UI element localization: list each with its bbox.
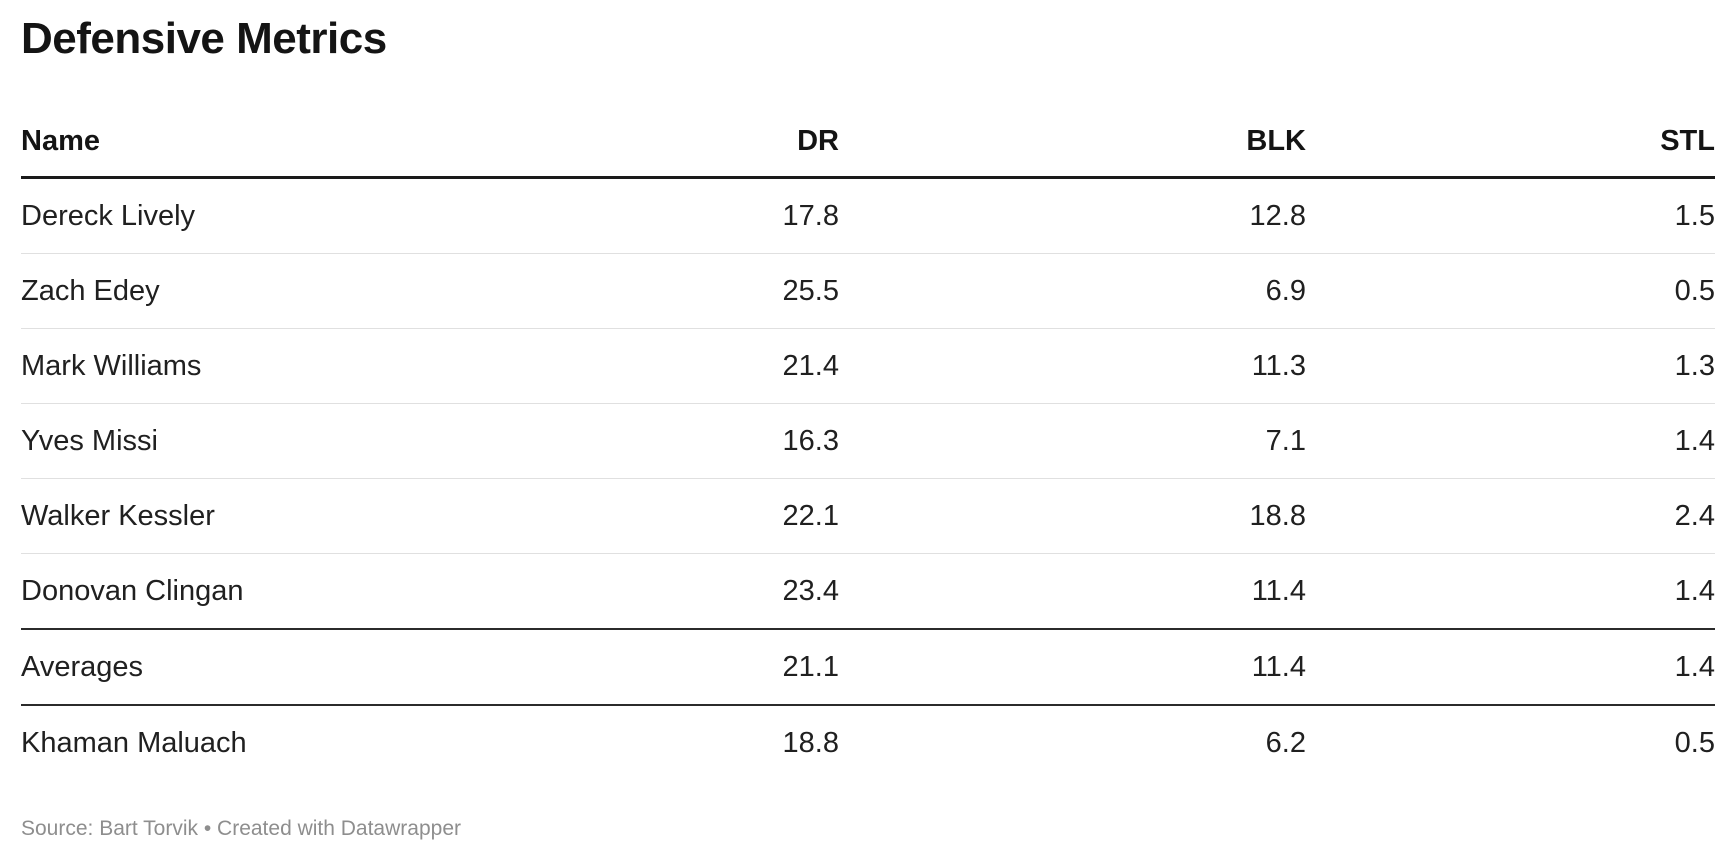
blk-value-cell: 11.4: [839, 553, 1306, 630]
blk-value-cell: 18.8: [839, 478, 1306, 554]
column-header-dr: DR: [439, 62, 839, 179]
averages-label-cell: Averages: [21, 628, 439, 706]
player-name-cell: Zach Edey: [21, 253, 439, 329]
dr-value-cell: 18.8: [782, 727, 839, 759]
page-title: Defensive Metrics: [21, 14, 387, 63]
stl-value-cell: 0.5: [1674, 727, 1715, 759]
blk-value-cell: 6.2: [1265, 727, 1306, 759]
blk-value-cell: 6.9: [839, 253, 1306, 329]
stl-value-cell: 1.4: [1306, 628, 1715, 706]
stl-value-cell: 0.5: [1306, 253, 1715, 329]
blk-value-cell: 11.4: [839, 628, 1306, 706]
dr-value-cell: 16.3: [439, 403, 839, 479]
player-name-cell: Dereck Lively: [21, 177, 439, 254]
column-header-blk: BLK: [839, 62, 1306, 179]
blk-value-cell: 7.1: [839, 403, 1306, 479]
blk-value-cell: 11.3: [839, 328, 1306, 404]
dr-value-cell: 21.4: [439, 328, 839, 404]
player-name-cell: Mark Williams: [21, 328, 439, 404]
player-name-cell: Khaman Maluach: [21, 727, 247, 759]
dr-value-cell: 17.8: [439, 177, 839, 254]
table-row-yves-missi: Yves Missi 16.3 7.1 1.4: [21, 403, 1715, 479]
table-row-donovan-clingan: Donovan Clingan 23.4 11.4 1.4: [21, 553, 1715, 630]
dr-value-cell: 25.5: [439, 253, 839, 329]
defensive-metrics-table: Name DR BLK STL Dereck Lively 17.8 12.8 …: [21, 62, 1715, 780]
dr-value-cell: 22.1: [439, 478, 839, 554]
stl-value-cell: 1.3: [1306, 328, 1715, 404]
player-name-cell: Walker Kessler: [21, 478, 439, 554]
dr-value-cell: 21.1: [439, 628, 839, 706]
column-header-stl: STL: [1306, 62, 1715, 179]
header-row: Name DR BLK STL: [21, 62, 1715, 179]
player-name-cell: Donovan Clingan: [21, 553, 439, 630]
player-name-cell: Yves Missi: [21, 403, 439, 479]
stl-value-cell: 1.4: [1306, 403, 1715, 479]
source-attribution: Source: Bart Torvik • Created with Dataw…: [21, 817, 461, 840]
stl-value-cell: 2.4: [1306, 478, 1715, 554]
table-row-dereck-lively: Dereck Lively 17.8 12.8 1.5: [21, 177, 1715, 254]
dr-value-cell: 23.4: [439, 553, 839, 630]
table-row-walker-kessler: Walker Kessler 22.1 18.8 2.4: [21, 478, 1715, 554]
column-header-name: Name: [21, 62, 439, 179]
table-row-mark-williams: Mark Williams 21.4 11.3 1.3: [21, 328, 1715, 404]
table-row-zach-edey: Zach Edey 25.5 6.9 0.5: [21, 253, 1715, 329]
stl-value-cell: 1.5: [1306, 177, 1715, 254]
table-row-khaman-maluach: Khaman Maluach 18.8 6.2 0.5: [21, 705, 1715, 780]
blk-value-cell: 12.8: [839, 177, 1306, 254]
table-row-averages: Averages 21.1 11.4 1.4: [21, 628, 1715, 706]
stl-value-cell: 1.4: [1306, 553, 1715, 630]
